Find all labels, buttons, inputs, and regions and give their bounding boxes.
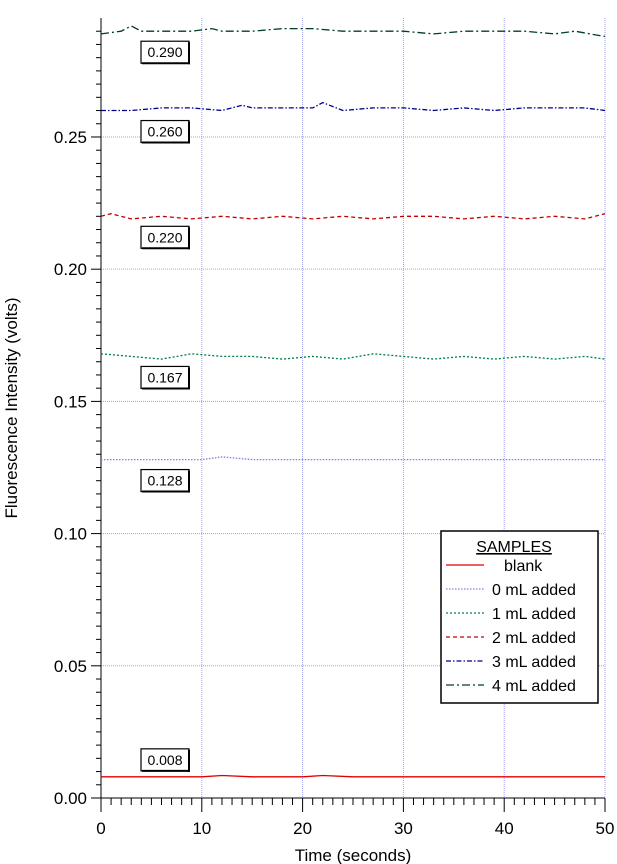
value-label: 0.290 — [140, 40, 190, 65]
legend-label: 0 mL added — [492, 582, 576, 599]
x-tick-label: 50 — [596, 819, 615, 838]
value-label: 0.008 — [140, 748, 190, 772]
series-line-1 — [101, 456, 605, 461]
ticks: 0 10 20 30 40 50 0.00 0.05 0.10 0.15 0.20 0.25 — [54, 30, 615, 838]
legend-box — [440, 530, 599, 704]
legend-label: blank — [504, 558, 543, 575]
x-axis-label: Time (seconds) — [295, 846, 412, 864]
y-tick-label: 0.05 — [54, 657, 87, 676]
legend-label: 3 mL added — [492, 654, 576, 671]
y-tick-label: 0.15 — [54, 392, 87, 411]
value-label: 0.220 — [140, 225, 190, 250]
y-tick-label: 0.00 — [54, 789, 87, 808]
series-line-2 — [100, 353, 606, 360]
y-tick-label: 0.20 — [54, 260, 87, 279]
legend-label: 4 mL added — [492, 678, 576, 695]
grid-lines — [101, 18, 606, 798]
series-line-5 — [100, 25, 606, 38]
value-label: 0.260 — [140, 119, 190, 144]
value-label-text: 0.167 — [147, 369, 182, 385]
value-label-text: 0.128 — [147, 473, 182, 489]
series-line-3 — [100, 213, 606, 220]
y-axis-label: Fluorescence Intensity (volts) — [2, 297, 21, 518]
value-label-text: 0.220 — [147, 229, 182, 245]
series-lines — [100, 25, 606, 778]
value-label: 0.167 — [140, 365, 190, 390]
value-label-text: 0.260 — [147, 124, 182, 140]
legend-label: 1 mL added — [492, 606, 576, 623]
legend-title: SAMPLES — [476, 539, 552, 556]
x-tick-label: 0 — [96, 819, 105, 838]
value-label: 0.128 — [140, 468, 190, 493]
y-tick-label: 0.25 — [54, 128, 87, 147]
series-line-4 — [101, 101, 606, 112]
series-line-0 — [101, 774, 605, 778]
value-label-text: 0.008 — [147, 752, 182, 768]
legend: SAMPLES blank 0 mL added 1 mL added 2 mL ad… — [440, 530, 599, 704]
x-tick-label: 40 — [495, 819, 514, 838]
x-tick-label: 20 — [293, 819, 312, 838]
value-labels: 0.008 0.128 0.167 0.220 0.260 0.290 — [140, 40, 190, 772]
x-tick-label: 10 — [192, 819, 211, 838]
value-label-text: 0.290 — [147, 44, 182, 60]
x-tick-label: 30 — [394, 819, 413, 838]
legend-label: 2 mL added — [492, 630, 576, 647]
y-tick-label: 0.10 — [54, 525, 87, 544]
